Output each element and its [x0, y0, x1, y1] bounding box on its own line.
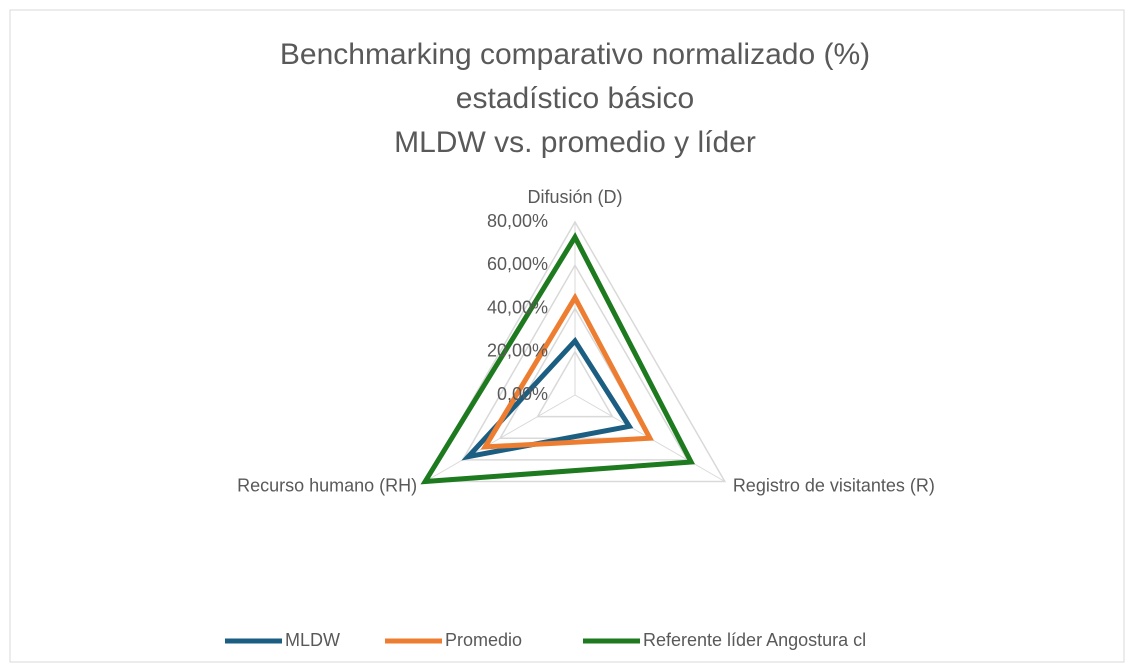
y-tick-label: 60,00%: [487, 254, 548, 274]
chart-border: [9, 9, 1125, 663]
grid-line: [423, 220, 727, 483]
chart-title: estadístico básico: [456, 82, 694, 115]
series-line: [480, 292, 654, 450]
y-tick-label: 0,00%: [497, 384, 548, 404]
category-label: Difusión (D): [527, 187, 622, 207]
chart-title: MLDW vs. promedio y líder: [394, 126, 756, 159]
legend-label: Promedio: [445, 630, 522, 650]
grid-line: [536, 350, 614, 418]
y-tick-label: 40,00%: [487, 297, 548, 317]
legend-label: Referente líder Angostura cl: [643, 630, 866, 650]
grid-line: [461, 263, 689, 461]
series-line: [420, 232, 696, 485]
chart-title: Benchmarking comparativo normalizado (%): [280, 38, 870, 71]
legend-label: MLDW: [285, 630, 340, 650]
axis-spoke: [424, 394, 576, 482]
category-label: Recurso humano (RH): [237, 475, 417, 495]
y-tick-label: 80,00%: [487, 211, 548, 231]
y-tick-label: 20,00%: [487, 341, 548, 361]
category-label: Registro de visitantes (R): [733, 475, 935, 495]
